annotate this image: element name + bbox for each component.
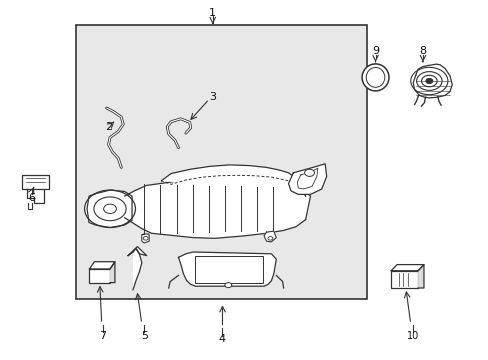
Text: 2: 2 bbox=[105, 122, 112, 132]
Polygon shape bbox=[412, 64, 451, 98]
Text: 7: 7 bbox=[99, 330, 106, 341]
Circle shape bbox=[267, 237, 272, 240]
FancyBboxPatch shape bbox=[76, 25, 366, 299]
FancyBboxPatch shape bbox=[194, 256, 263, 283]
FancyBboxPatch shape bbox=[390, 271, 417, 288]
Polygon shape bbox=[89, 262, 115, 269]
Polygon shape bbox=[264, 231, 276, 242]
Text: 5: 5 bbox=[141, 330, 147, 341]
Polygon shape bbox=[390, 265, 423, 271]
Circle shape bbox=[224, 283, 231, 288]
Text: 4: 4 bbox=[219, 334, 225, 344]
FancyBboxPatch shape bbox=[22, 175, 49, 189]
Circle shape bbox=[425, 78, 432, 84]
Polygon shape bbox=[110, 262, 115, 283]
Polygon shape bbox=[128, 247, 146, 256]
Polygon shape bbox=[87, 190, 132, 228]
Text: 6: 6 bbox=[28, 193, 35, 203]
Circle shape bbox=[143, 237, 148, 240]
Text: 3: 3 bbox=[209, 92, 216, 102]
Polygon shape bbox=[142, 234, 149, 243]
Circle shape bbox=[84, 190, 135, 228]
Text: 1: 1 bbox=[209, 8, 216, 18]
Ellipse shape bbox=[361, 64, 388, 91]
Polygon shape bbox=[178, 252, 276, 286]
Polygon shape bbox=[417, 265, 423, 288]
FancyBboxPatch shape bbox=[89, 269, 110, 283]
Polygon shape bbox=[133, 248, 142, 290]
Polygon shape bbox=[124, 175, 310, 238]
Circle shape bbox=[304, 169, 314, 176]
Polygon shape bbox=[288, 164, 326, 194]
Text: 8: 8 bbox=[419, 46, 426, 56]
Text: 9: 9 bbox=[371, 46, 378, 56]
Polygon shape bbox=[161, 165, 305, 196]
Text: 10: 10 bbox=[406, 330, 419, 341]
